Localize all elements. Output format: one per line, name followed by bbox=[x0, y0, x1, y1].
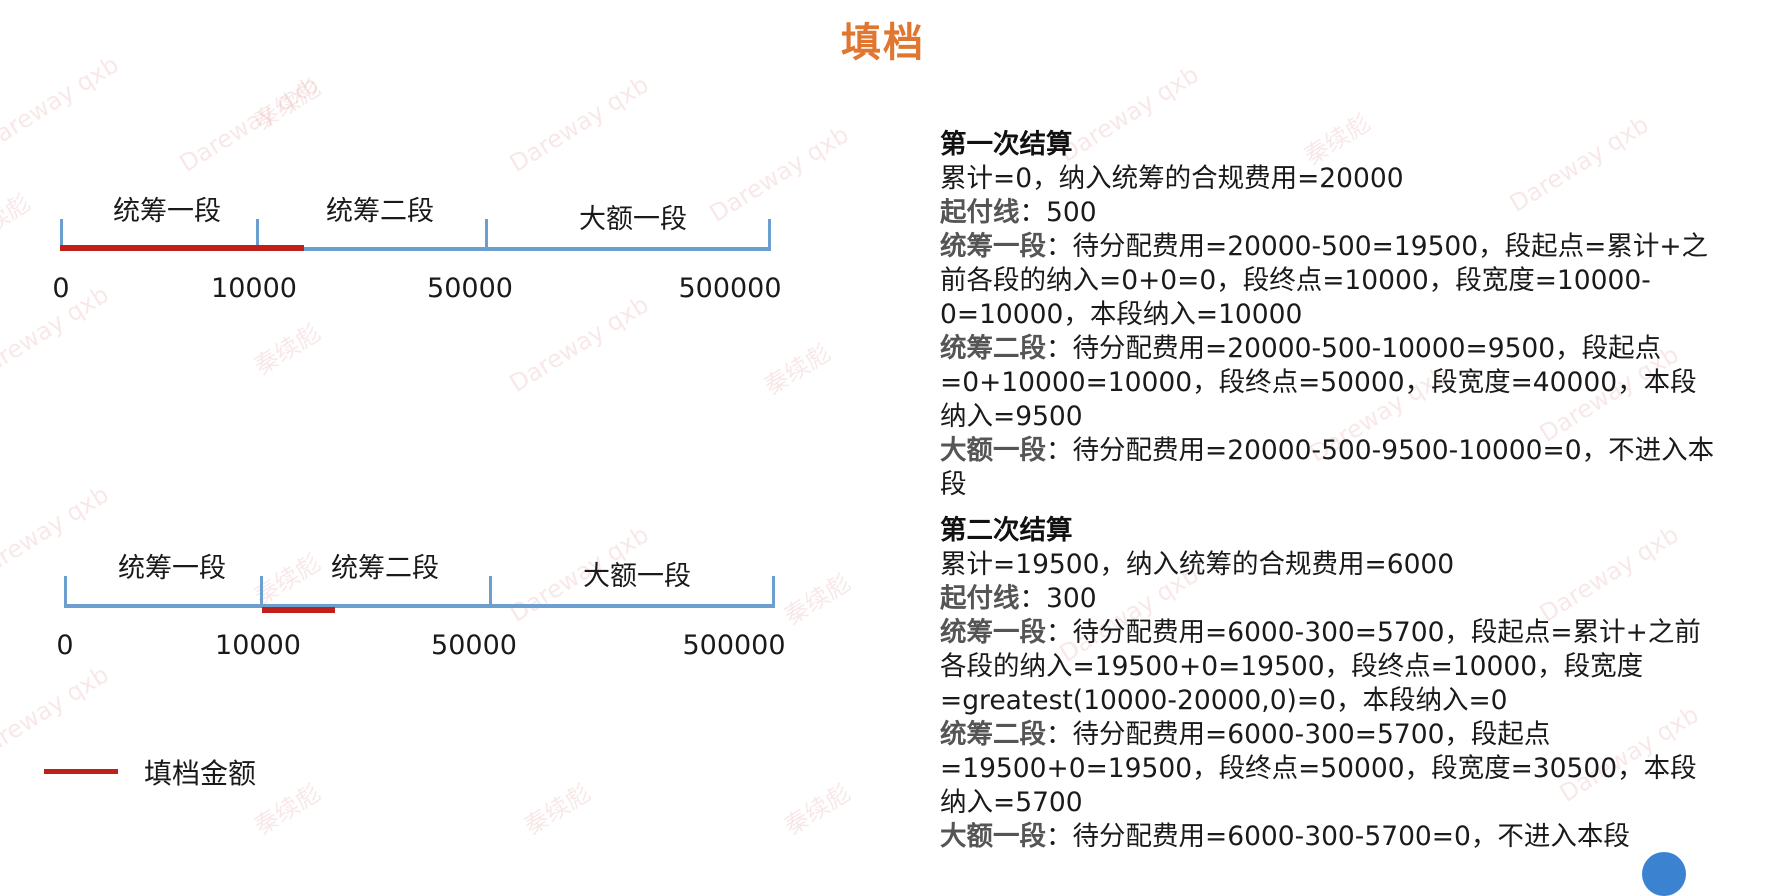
calc-line: 统筹一段：待分配费用=6000-300=5700，段起点=累计+之前各段的纳入=… bbox=[940, 616, 1720, 718]
tick-label: 0 bbox=[56, 630, 74, 661]
settlement-heading: 第二次结算 bbox=[940, 515, 1073, 546]
tick-label: 10000 bbox=[211, 273, 297, 304]
axis-line bbox=[64, 604, 775, 608]
legend-swatch bbox=[44, 769, 118, 774]
calc-line-text: ：待分配费用=6000-300=5700，段起点=19500+0=19500，段… bbox=[940, 719, 1697, 818]
calc-term: 统筹二段 bbox=[940, 333, 1046, 364]
calc-term: 统筹一段 bbox=[940, 231, 1046, 262]
calc-line: 起付线：300 bbox=[940, 582, 1720, 616]
calc-line: 起付线：500 bbox=[940, 196, 1720, 230]
watermark: 秦续彪 bbox=[519, 778, 596, 841]
calc-line-text: 累计=19500，纳入统筹的合规费用=6000 bbox=[940, 549, 1455, 580]
watermark: 秦续彪 bbox=[249, 318, 326, 381]
calc-line: 大额一段：待分配费用=20000-500-9500-10000=0，不进入本段 bbox=[940, 434, 1720, 502]
calc-line: 统筹二段：待分配费用=20000-500-10000=9500，段起点=0+10… bbox=[940, 332, 1720, 434]
axis-tick bbox=[60, 219, 63, 251]
axis-tick bbox=[256, 219, 259, 251]
calc-line-text: ：待分配费用=20000-500-10000=9500，段起点=0+10000=… bbox=[940, 333, 1697, 432]
watermark: 秦续彪 bbox=[249, 73, 326, 136]
calc-line-text: ：待分配费用=6000-300=5700，段起点=累计+之前各段的纳入=1950… bbox=[940, 617, 1701, 716]
calc-term: 大额一段 bbox=[940, 435, 1046, 466]
axis-tick bbox=[772, 576, 775, 608]
watermark: 秦续彪 bbox=[249, 778, 326, 841]
watermark: 秦续彪 bbox=[0, 188, 36, 251]
segment-label: 统筹一段 bbox=[113, 196, 221, 227]
calc-term: 统筹二段 bbox=[940, 719, 1046, 750]
axis-line bbox=[60, 247, 771, 251]
axis-tick bbox=[768, 219, 771, 251]
tick-label: 50000 bbox=[431, 630, 517, 661]
calc-line-text: 累计=0，纳入统筹的合规费用=20000 bbox=[940, 163, 1404, 194]
calc-term: 统筹一段 bbox=[940, 617, 1046, 648]
segment-label: 大额一段 bbox=[583, 561, 691, 592]
segment-label: 统筹二段 bbox=[326, 196, 434, 227]
axis-tick bbox=[485, 219, 488, 251]
watermark: 秦续彪 bbox=[759, 338, 836, 401]
watermark: 秦续彪 bbox=[779, 778, 856, 841]
axis-tick bbox=[64, 576, 67, 608]
tick-label: 50000 bbox=[427, 273, 513, 304]
calc-term: 起付线 bbox=[940, 197, 1020, 228]
calc-line: 累计=0，纳入统筹的合规费用=20000 bbox=[940, 162, 1720, 196]
watermark: Dareway qxb bbox=[174, 70, 324, 178]
corner-badge-icon[interactable] bbox=[1642, 852, 1686, 896]
axis-tick bbox=[489, 576, 492, 608]
calc-line: 统筹一段：待分配费用=20000-500=19500，段起点=累计+之前各段的纳… bbox=[940, 230, 1720, 332]
tick-label: 0 bbox=[52, 273, 70, 304]
segment-diagram-1: 统筹一段 统筹二段 大额一段 0 10000 50000 500000 bbox=[40, 175, 800, 304]
calc-term: 起付线 bbox=[940, 583, 1020, 614]
fill-amount-bar bbox=[262, 607, 335, 613]
page-title: 填档 bbox=[841, 20, 925, 66]
settlement-block-1: 第一次结算 累计=0，纳入统筹的合规费用=20000 起付线：500 统筹一段：… bbox=[940, 128, 1720, 502]
legend-label: 填档金额 bbox=[144, 757, 257, 790]
axis-tick bbox=[260, 576, 263, 608]
calc-line-text: ：300 bbox=[1019, 583, 1097, 614]
segment-diagram-2: 统筹一段 统筹二段 大额一段 0 10000 50000 500000 bbox=[40, 532, 800, 661]
watermark: Dareway qxb bbox=[504, 290, 654, 398]
calc-line-text: ：待分配费用=20000-500-9500-10000=0，不进入本段 bbox=[940, 435, 1715, 500]
calculation-panel: 第一次结算 累计=0，纳入统筹的合规费用=20000 起付线：500 统筹一段：… bbox=[940, 128, 1720, 866]
settlement-heading: 第一次结算 bbox=[940, 129, 1073, 160]
calc-line: 累计=19500，纳入统筹的合规费用=6000 bbox=[940, 548, 1720, 582]
calc-line-text: ：500 bbox=[1019, 197, 1097, 228]
settlement-block-2: 第二次结算 累计=19500，纳入统筹的合规费用=6000 起付线：300 统筹… bbox=[940, 514, 1720, 854]
tick-label: 500000 bbox=[678, 273, 782, 304]
calc-line: 统筹二段：待分配费用=6000-300=5700，段起点=19500+0=195… bbox=[940, 718, 1720, 820]
calc-line-text: ：待分配费用=20000-500=19500，段起点=累计+之前各段的纳入=0+… bbox=[940, 231, 1709, 330]
calc-line-text: ：待分配费用=6000-300-5700=0，不进入本段 bbox=[1046, 821, 1630, 852]
tick-label: 10000 bbox=[215, 630, 301, 661]
watermark: Dareway qxb bbox=[504, 70, 654, 178]
fill-amount-bar bbox=[60, 245, 304, 251]
segment-label: 大额一段 bbox=[579, 204, 687, 235]
tick-label: 500000 bbox=[682, 630, 786, 661]
segment-label: 统筹一段 bbox=[118, 553, 226, 584]
segment-label: 统筹二段 bbox=[331, 553, 439, 584]
calc-line: 大额一段：待分配费用=6000-300-5700=0，不进入本段 bbox=[940, 820, 1720, 854]
calc-term: 大额一段 bbox=[940, 821, 1046, 852]
watermark: Dareway qxb bbox=[0, 660, 114, 768]
